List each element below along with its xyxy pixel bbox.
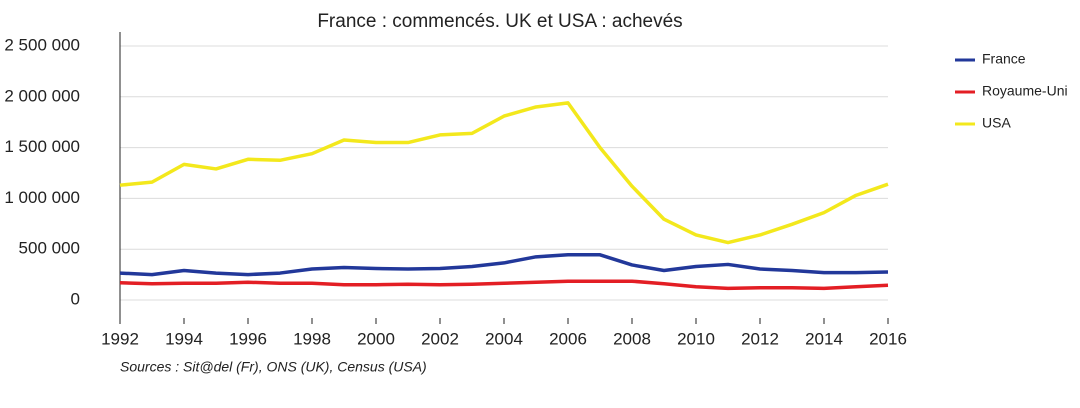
legend-label: France — [982, 51, 1026, 67]
legend-label: Royaume-Uni — [982, 83, 1068, 99]
x-tick-label: 2004 — [485, 329, 523, 348]
x-tick-label: 2010 — [677, 329, 715, 348]
x-tick-label: 2008 — [613, 329, 651, 348]
x-tick-label: 2014 — [805, 329, 843, 348]
x-tick-label: 1996 — [229, 329, 267, 348]
series-line — [119, 101, 889, 245]
series-line — [119, 279, 889, 291]
legend-label: USA — [982, 115, 1011, 131]
y-tick-label: 2 500 000 — [4, 35, 80, 54]
y-tick-label: 1 000 000 — [4, 188, 80, 207]
x-tick-label: 2006 — [549, 329, 587, 348]
x-tick-label: 1994 — [165, 329, 203, 348]
x-tick-label: 2012 — [741, 329, 779, 348]
x-tick-label: 2000 — [357, 329, 395, 348]
chart-title: France : commencés. UK et USA : achevés — [317, 11, 682, 32]
y-tick-label: 1 500 000 — [4, 137, 80, 156]
y-tick-label: 0 — [71, 289, 80, 308]
x-tick-label: 1992 — [101, 329, 139, 348]
source-note: Sources : Sit@del (Fr), ONS (UK), Census… — [120, 359, 427, 375]
series-line — [119, 253, 889, 277]
x-tick-label: 2002 — [421, 329, 459, 348]
x-tick-label: 2016 — [869, 329, 907, 348]
x-tick-label: 1998 — [293, 329, 331, 348]
y-tick-label: 2 000 000 — [4, 86, 80, 105]
y-tick-label: 500 000 — [19, 239, 80, 258]
